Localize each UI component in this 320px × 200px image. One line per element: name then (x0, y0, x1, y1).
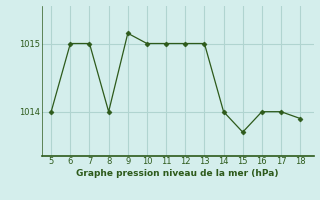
X-axis label: Graphe pression niveau de la mer (hPa): Graphe pression niveau de la mer (hPa) (76, 169, 279, 178)
